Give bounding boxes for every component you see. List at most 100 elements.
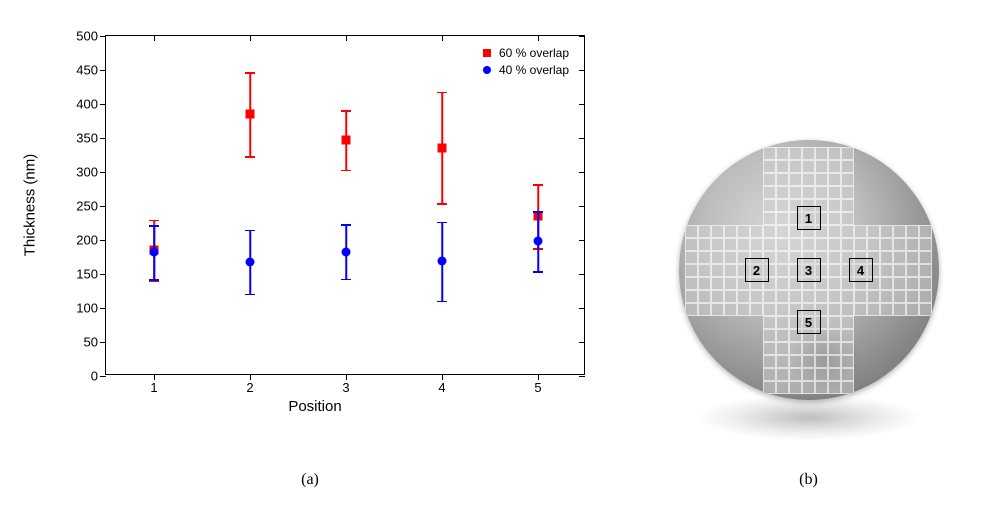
wafer-die: [763, 225, 776, 238]
wafer-die: [841, 173, 854, 186]
wafer-die: [828, 160, 841, 173]
wafer-die: [919, 290, 932, 303]
error-cap: [533, 271, 543, 273]
wafer-die: [776, 329, 789, 342]
wafer-die: [789, 173, 802, 186]
wafer-die: [906, 225, 919, 238]
wafer-die: [815, 238, 828, 251]
error-cap: [437, 222, 447, 224]
y-tick-mark: [579, 376, 585, 377]
wafer-die: [802, 186, 815, 199]
wafer-die: [737, 303, 750, 316]
wafer-die: [815, 342, 828, 355]
wafer-die: [776, 212, 789, 225]
error-cap: [533, 211, 543, 213]
wafer-die: [828, 147, 841, 160]
wafer-die: [776, 173, 789, 186]
wafer-die: [893, 238, 906, 251]
wafer-die: [698, 238, 711, 251]
wafer-die: [763, 147, 776, 160]
wafer-die: [867, 238, 880, 251]
wafer-die: [854, 303, 867, 316]
wafer-die: [880, 251, 893, 264]
y-tick-mark: [579, 342, 585, 343]
wafer-die: [828, 238, 841, 251]
wafer-die: [685, 264, 698, 277]
wafer-position-label: 1: [797, 206, 821, 230]
wafer-die: [841, 212, 854, 225]
y-tick-mark: [100, 274, 106, 275]
wafer-die: [893, 290, 906, 303]
wafer-die: [711, 277, 724, 290]
wafer-die: [724, 290, 737, 303]
y-tick-mark: [579, 70, 585, 71]
wafer-die: [867, 303, 880, 316]
square-marker-icon: [438, 143, 447, 152]
y-axis-label: Thickness (nm): [22, 154, 39, 257]
chart-panel: Thickness (nm) 60 % overlap 40 % overlap…: [0, 0, 620, 509]
wafer-die: [763, 368, 776, 381]
wafer-die: [763, 303, 776, 316]
wafer-die: [711, 238, 724, 251]
wafer-die: [893, 303, 906, 316]
wafer-die: [802, 173, 815, 186]
wafer-die: [763, 355, 776, 368]
y-tick-mark: [579, 104, 585, 105]
wafer-die: [841, 199, 854, 212]
y-tick-mark: [579, 172, 585, 173]
wafer-die: [841, 368, 854, 381]
y-tick-mark: [100, 376, 106, 377]
wafer-die: [776, 381, 789, 394]
error-cap: [437, 203, 447, 205]
legend-label-40: 40 % overlap: [499, 63, 569, 77]
wafer-die: [724, 264, 737, 277]
wafer-die: [841, 160, 854, 173]
x-tick-mark: [154, 374, 155, 380]
wafer-die: [828, 368, 841, 381]
error-cap: [437, 301, 447, 303]
y-tick-mark: [100, 138, 106, 139]
wafer-die: [906, 238, 919, 251]
wafer-die: [789, 160, 802, 173]
error-cap: [533, 184, 543, 186]
wafer-die: [724, 251, 737, 264]
wafer-die: [815, 186, 828, 199]
circle-marker-icon: [438, 257, 447, 266]
x-tick-mark: [538, 35, 539, 41]
legend-row-60: 60 % overlap: [483, 46, 569, 60]
wafer-position-label: 3: [797, 258, 821, 282]
wafer-die: [711, 303, 724, 316]
wafer-die: [776, 238, 789, 251]
wafer-die: [828, 251, 841, 264]
wafer-die: [763, 238, 776, 251]
wafer-die: [854, 290, 867, 303]
wafer-die: [841, 290, 854, 303]
wafer-die: [711, 225, 724, 238]
wafer-die: [776, 342, 789, 355]
error-cap: [149, 220, 159, 222]
wafer-die: [776, 225, 789, 238]
wafer-die: [906, 290, 919, 303]
wafer-die: [906, 303, 919, 316]
wafer-die: [685, 290, 698, 303]
wafer-die: [906, 277, 919, 290]
wafer-die: [828, 342, 841, 355]
x-tick-mark: [250, 374, 251, 380]
wafer-die: [893, 264, 906, 277]
wafer-die: [828, 316, 841, 329]
wafer-die: [724, 225, 737, 238]
wafer-die: [789, 355, 802, 368]
error-cap: [245, 230, 255, 232]
wafer-die: [685, 238, 698, 251]
error-cap: [341, 170, 351, 172]
wafer-die: [802, 160, 815, 173]
wafer-die: [685, 277, 698, 290]
wafer-die: [776, 368, 789, 381]
error-cap: [245, 156, 255, 158]
wafer-die: [893, 251, 906, 264]
wafer-die: [802, 355, 815, 368]
wafer-die: [789, 368, 802, 381]
error-cap: [341, 110, 351, 112]
wafer-die: [841, 303, 854, 316]
wafer-die: [737, 225, 750, 238]
